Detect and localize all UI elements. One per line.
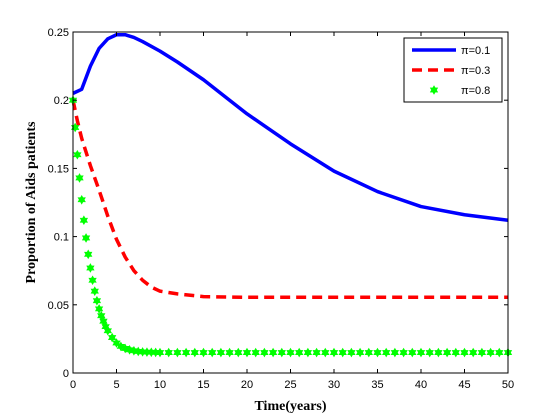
x-tick-label: 45: [458, 379, 470, 391]
legend-item: π=0.8: [429, 85, 490, 97]
axes: 0 5 10 15 20 25 30 35 40 45 50 0 0.05 0.1 0.15 0.2 0.25: [48, 27, 515, 391]
y-tick-label: 0.15: [48, 163, 69, 175]
legend-item: π=0.3: [412, 65, 490, 77]
series-3-point: [373, 347, 382, 358]
x-tick-label: 5: [113, 379, 119, 391]
series-3-point: [234, 347, 243, 358]
series-3-point: [416, 347, 426, 358]
y-tick-label: 0.25: [48, 27, 69, 39]
series-3-point: [303, 347, 313, 358]
series-2: [71, 99, 508, 300]
series-3-point: [329, 347, 339, 358]
series-3-point: [107, 332, 117, 343]
series-3-point: [86, 263, 95, 273]
series-3-point: [216, 347, 226, 358]
series-3-point: [94, 304, 104, 314]
series-3-point: [399, 347, 408, 358]
series-3-point: [408, 347, 417, 358]
y-axis-label: Proportion of Aids patients: [24, 121, 39, 283]
series-3: [68, 95, 513, 358]
series-3-point: [181, 347, 191, 358]
series-3-point: [347, 347, 356, 358]
series-3-point: [173, 347, 182, 358]
series-3-point: [92, 295, 102, 306]
y-tick-label: 0.2: [54, 95, 69, 107]
series-3-point: [312, 347, 321, 358]
series-3-point: [199, 347, 208, 358]
series-3-point: [81, 233, 91, 243]
x-tick-label: 25: [284, 379, 296, 391]
series-3-point: [225, 347, 234, 358]
series-3-point: [103, 325, 112, 336]
legend-label: π=0.3: [461, 65, 490, 77]
series-3-point: [390, 347, 400, 358]
legend-item: π=0.1: [412, 45, 490, 57]
series-3-point: [425, 347, 434, 358]
series-3-point: [442, 347, 452, 358]
x-tick-label: 50: [502, 379, 514, 391]
x-tick-label: 10: [154, 379, 166, 391]
series-3-point: [88, 275, 97, 286]
series-3-point: [338, 347, 347, 358]
legend: π=0.1 π=0.3 π=0.8: [403, 37, 503, 103]
series-3-point: [260, 347, 269, 358]
x-tick-label: 30: [328, 379, 340, 391]
series-3-point: [164, 347, 173, 358]
series-3-point: [90, 286, 99, 296]
series-3-point: [268, 347, 278, 358]
legend-marker: [429, 85, 439, 95]
plot-area: [68, 32, 513, 358]
series-3-point: [469, 347, 478, 358]
series-3-point: [460, 347, 469, 358]
series-3-point: [286, 347, 295, 358]
series-3-point: [73, 149, 82, 160]
series-3-point: [190, 347, 199, 358]
series-3-point: [355, 347, 365, 358]
y-tick-label: 0.05: [48, 300, 69, 312]
series-1: [72, 32, 509, 222]
y-tick-label: 0: [63, 368, 69, 380]
series-3-point: [477, 347, 487, 358]
x-tick-label: 35: [371, 379, 383, 391]
series-3-point: [486, 347, 495, 358]
legend-label: π=0.1: [461, 45, 490, 57]
legend-label: π=0.8: [461, 85, 490, 97]
series-3-point: [364, 347, 373, 358]
series-3-point: [451, 347, 460, 358]
x-axis-label: Time(years): [254, 399, 326, 414]
series-3-point: [251, 347, 260, 358]
series-3-point: [75, 173, 84, 183]
series-3-point: [277, 347, 286, 358]
series-3-point: [495, 347, 504, 358]
series-3-point: [242, 347, 252, 358]
series-3-point: [434, 347, 443, 358]
series-3-point: [155, 347, 165, 358]
series-3-point: [84, 249, 93, 260]
y-tick-label: 0.1: [54, 232, 69, 244]
series-3-point: [382, 347, 391, 358]
x-tick-label: 15: [197, 379, 209, 391]
x-tick-label: 20: [241, 379, 253, 391]
x-tick-label: 0: [70, 379, 76, 391]
series-3-point: [77, 194, 86, 205]
series-3-point: [321, 347, 330, 358]
series-3-point: [79, 215, 89, 226]
series-3-point: [295, 347, 304, 358]
series-2-line: [71, 99, 508, 300]
x-tick-label: 40: [415, 379, 427, 391]
series-1-line: [72, 32, 509, 222]
series-3-point: [208, 347, 217, 358]
